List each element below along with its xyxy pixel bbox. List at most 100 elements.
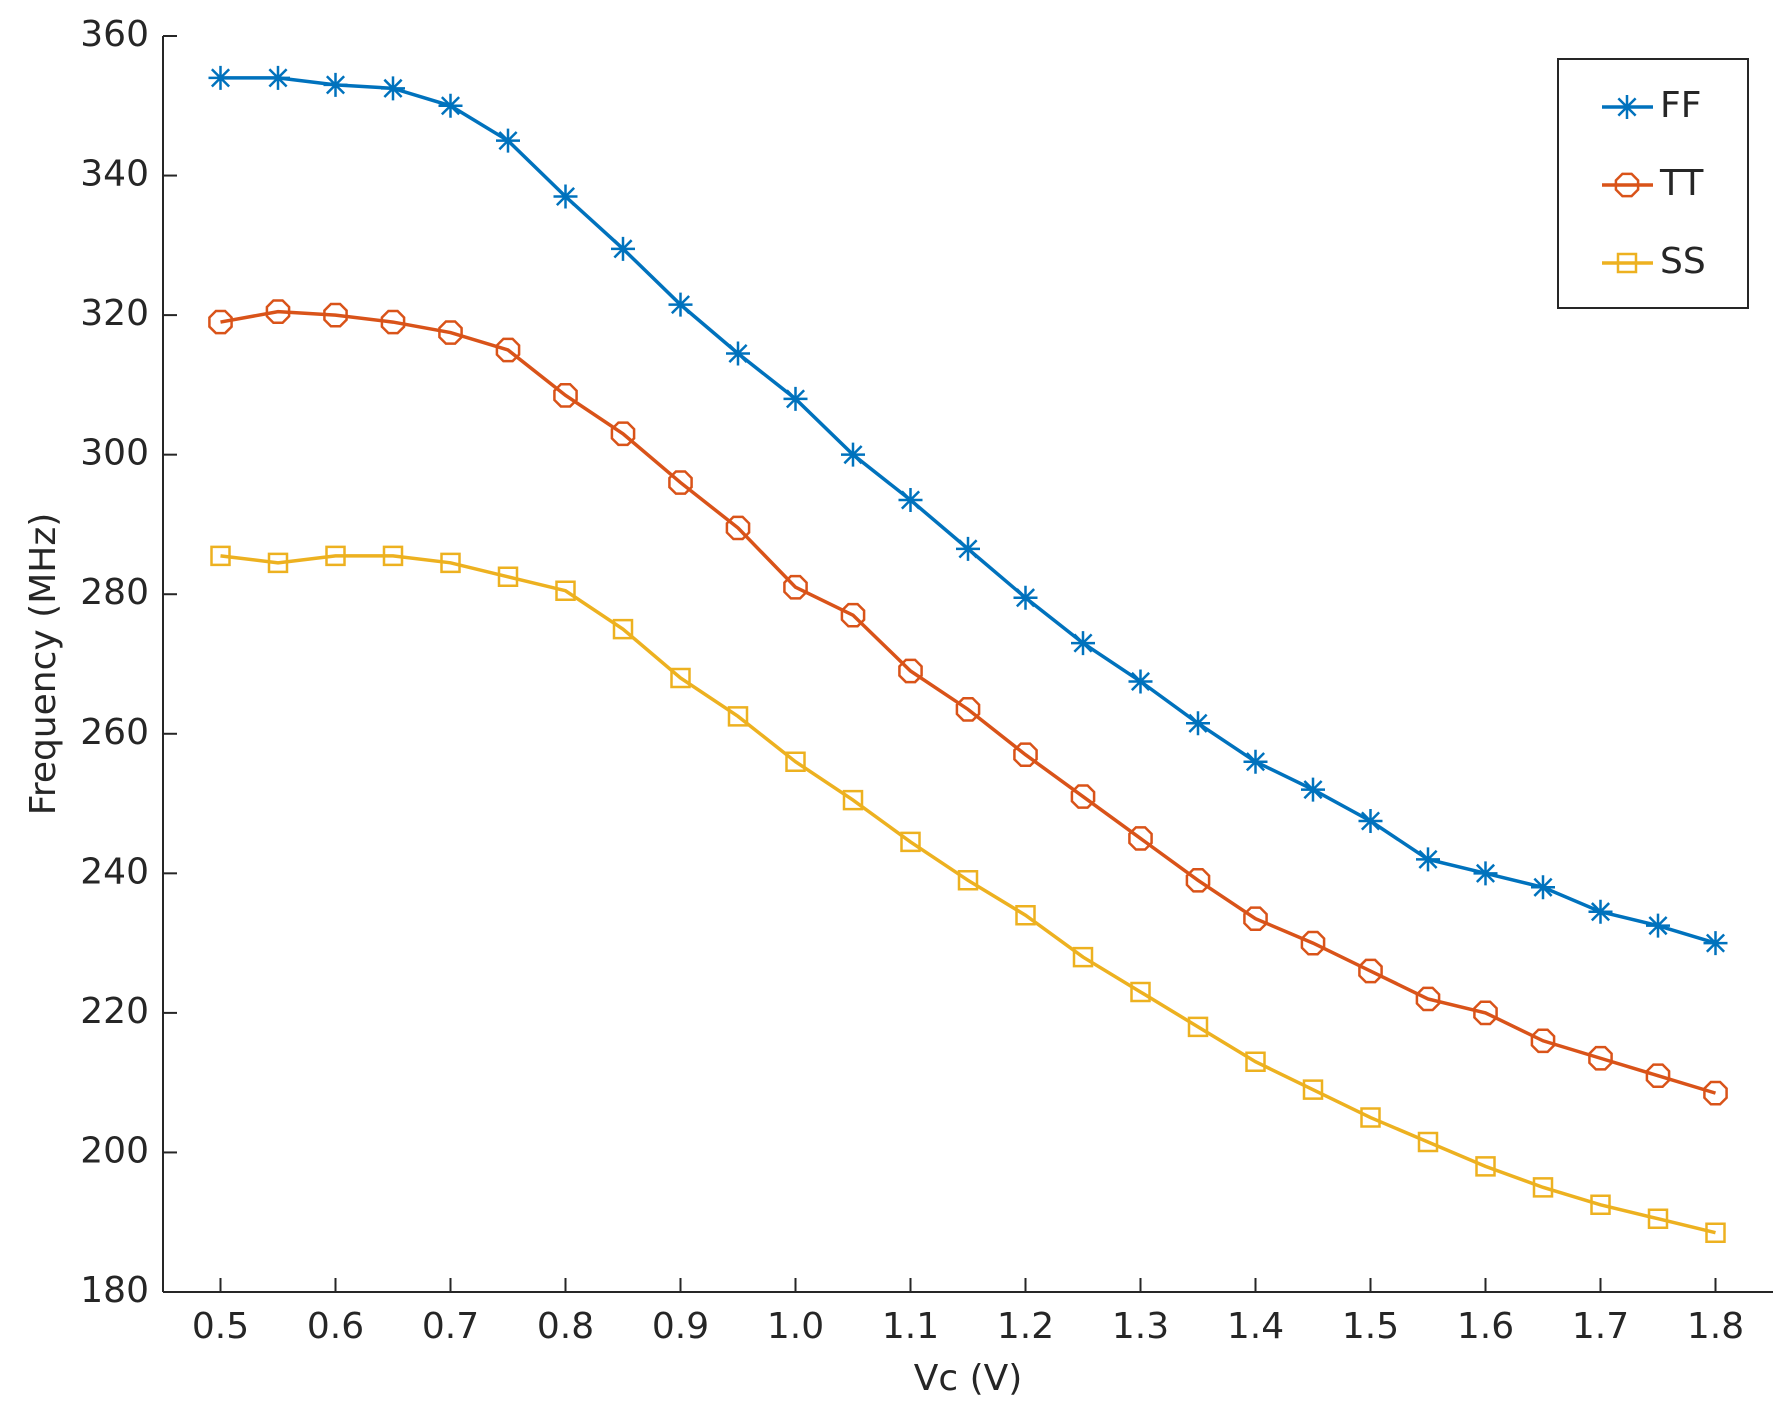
data-point [898,658,923,684]
data-point [783,386,808,411]
legend-label: TT [1659,163,1704,204]
y-axis-label: Frequency (MHz) [23,513,64,816]
data-point [955,697,981,722]
x-tick-label: 0.9 [652,1306,709,1347]
data-point [440,552,461,574]
data-point [323,72,348,97]
y-tick-label: 220 [80,991,149,1032]
x-tick-label: 1.8 [1687,1306,1744,1347]
data-point [1245,1051,1266,1072]
x-tick-label: 0.7 [422,1306,479,1347]
y-tick-label: 300 [80,433,149,474]
y-tick-label: 200 [80,1130,149,1171]
y-tick-label: 240 [80,851,149,892]
data-point [1358,809,1383,833]
data-point [323,302,348,328]
data-point [1072,946,1094,968]
data-point [1300,930,1326,956]
data-point [840,602,866,628]
data-point [785,751,806,772]
data-point [1415,986,1441,1012]
data-point [1358,958,1383,984]
data-point [1186,711,1210,736]
data-point [1588,899,1613,924]
y-tick-label: 320 [80,293,149,334]
data-point [496,128,520,153]
data-point [1070,784,1096,809]
data-point [553,184,578,209]
data-point [1703,1080,1728,1106]
data-point [438,93,463,118]
data-point [1531,875,1555,900]
data-point [380,309,406,335]
data-point [553,383,578,408]
data-point [381,76,405,101]
data-point [1532,1177,1554,1198]
data-point [1360,1107,1381,1128]
data-point [1301,777,1325,802]
legend-marker [1614,172,1640,198]
data-point [1646,913,1670,938]
series-line [220,76,1717,945]
x-tick-label: 1.2 [997,1306,1054,1347]
data-point [1128,826,1153,851]
x-tick-label: 1.6 [1457,1306,1514,1347]
x-tick-label: 1.0 [767,1306,824,1347]
data-point [1013,585,1038,610]
legend-marker [1616,252,1638,274]
data-point [1473,1000,1498,1026]
x-tick-label: 1.3 [1112,1306,1169,1347]
data-point [1475,1156,1496,1177]
data-point [267,552,289,574]
data-point [841,442,865,467]
data-point [1473,861,1498,886]
x-axis-label: Vc (V) [914,1358,1023,1399]
data-point [727,706,749,727]
series-line [220,309,1717,1095]
data-point [1645,1063,1671,1089]
data-point [497,566,519,588]
y-tick-label: 360 [80,14,149,55]
data-point [1185,867,1211,893]
data-point [670,667,691,689]
data-point [1013,742,1038,768]
data-point [1130,981,1151,1003]
data-point [898,488,923,513]
series-line [220,554,1716,1235]
data-point [266,65,290,90]
data-point [382,545,404,567]
data-point [668,292,693,317]
data-point [1243,906,1268,932]
data-point [325,545,346,567]
data-point [1128,669,1153,694]
data-point [957,870,979,891]
data-point [495,337,521,363]
data-point [1705,1222,1726,1243]
x-tick-label: 1.1 [882,1306,939,1347]
x-tick-label: 1.7 [1572,1306,1629,1347]
data-point [611,236,635,261]
data-point [208,309,233,335]
data-point [1703,931,1728,956]
x-tick-label: 1.4 [1227,1306,1284,1347]
data-point [726,341,750,366]
x-tick-label: 0.8 [537,1306,594,1347]
data-point [1590,1194,1611,1216]
data-point [842,789,864,811]
y-tick-label: 180 [80,1270,149,1311]
legend-label: FF [1660,85,1701,126]
data-point [956,536,980,561]
x-tick-label: 0.5 [192,1306,249,1347]
data-point [210,545,231,567]
data-point [1417,1131,1439,1153]
legend-label: SS [1660,241,1706,282]
data-point [1243,749,1268,774]
data-point [265,299,291,324]
data-point [900,831,921,853]
x-tick-label: 1.5 [1342,1306,1399,1347]
data-point [1015,904,1036,926]
y-tick-label: 260 [80,712,149,753]
data-point [555,580,576,601]
data-point [612,618,634,640]
